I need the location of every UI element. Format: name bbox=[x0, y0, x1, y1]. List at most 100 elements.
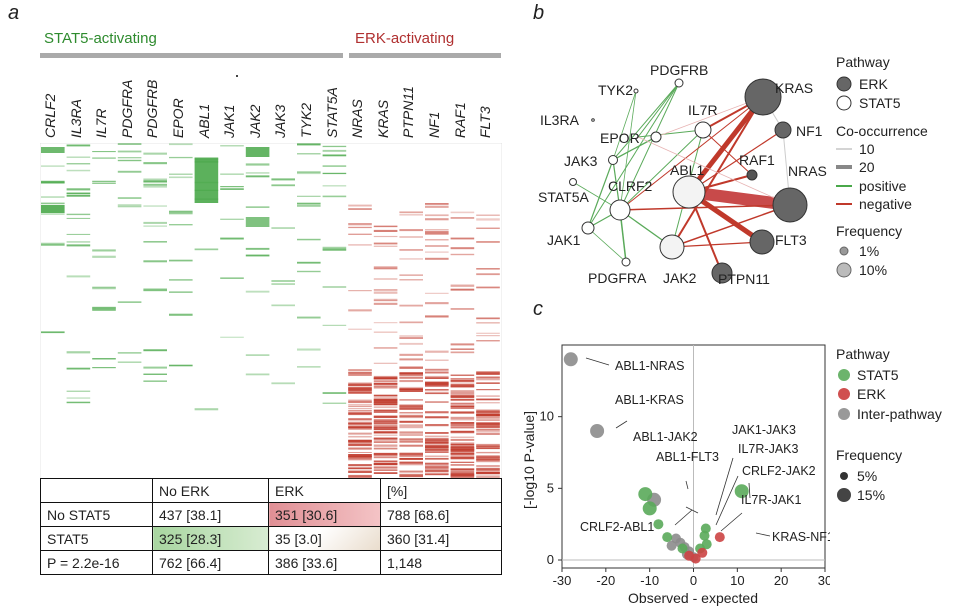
heatmap-mark bbox=[476, 471, 500, 474]
heatmap-mark bbox=[373, 387, 398, 389]
node-raf1 bbox=[746, 169, 758, 181]
heatmap-mark bbox=[476, 317, 500, 320]
heatmap-mark bbox=[194, 157, 219, 160]
heatmap-mark bbox=[476, 389, 500, 391]
node-label: PDGFRB bbox=[650, 62, 708, 78]
heatmap-mark bbox=[348, 401, 372, 404]
heatmap-mark bbox=[425, 435, 449, 437]
heatmap-mark bbox=[425, 392, 449, 395]
heatmap-mark bbox=[66, 244, 91, 247]
heatmap-mark bbox=[450, 449, 475, 452]
heatmap-mark bbox=[476, 465, 500, 468]
heatmap-mark bbox=[297, 172, 321, 175]
heatmap-mark bbox=[117, 170, 142, 173]
heatmap-mark bbox=[143, 152, 167, 155]
heatmap-mark bbox=[41, 331, 65, 334]
heatmap-mark bbox=[425, 229, 449, 231]
heatmap-mark bbox=[450, 288, 475, 291]
heatmap-mark bbox=[322, 392, 347, 394]
node-il7r bbox=[694, 121, 712, 139]
stray-dot bbox=[236, 75, 238, 77]
heatmap-mark bbox=[220, 277, 244, 279]
heatmap-mark bbox=[399, 376, 423, 379]
gene-label-pdgfrb: PDGFRB bbox=[144, 79, 161, 138]
heatmap-mark bbox=[425, 448, 449, 451]
heatmap-mark bbox=[476, 468, 500, 469]
heatmap-mark bbox=[425, 377, 449, 379]
heatmap-mark bbox=[348, 382, 372, 384]
heatmap-mark bbox=[425, 368, 449, 371]
heatmap-mark bbox=[348, 433, 372, 435]
table-cell: 351 [30.6] bbox=[268, 502, 381, 527]
heatmap-mark bbox=[476, 378, 500, 381]
heatmap-mark bbox=[399, 279, 423, 281]
heatmap-mark bbox=[143, 260, 167, 263]
data-point-stat5 bbox=[642, 501, 657, 516]
heatmap-mark bbox=[476, 428, 500, 431]
heatmap-mark bbox=[450, 452, 475, 455]
heatmap-mark bbox=[425, 350, 449, 353]
heatmap-mark bbox=[41, 205, 65, 213]
legend-item: ERK bbox=[857, 386, 886, 402]
heatmap-mark bbox=[169, 176, 193, 179]
heatmap-mark bbox=[399, 454, 423, 457]
table-cell: 788 [68.6] bbox=[380, 502, 502, 527]
heatmap-mark bbox=[373, 411, 398, 413]
heatmap-mark bbox=[399, 426, 423, 429]
heatmap-mark bbox=[143, 349, 167, 352]
heatmap-mark bbox=[348, 425, 372, 428]
heatmap-mark bbox=[425, 432, 449, 434]
heatmap-mark bbox=[348, 401, 372, 403]
heatmap-mark bbox=[450, 385, 475, 388]
heatmap-mark bbox=[399, 407, 423, 410]
legend-freq-small bbox=[839, 246, 849, 256]
heatmap-mark bbox=[399, 452, 423, 455]
node-label: IL3RA bbox=[540, 112, 580, 128]
heatmap-mark bbox=[450, 378, 475, 380]
heatmap-mark bbox=[476, 402, 500, 404]
heatmap-mark bbox=[425, 416, 449, 419]
heatmap-mark bbox=[348, 440, 372, 443]
heatmap-mark bbox=[425, 292, 449, 294]
heatmap-mark bbox=[450, 402, 475, 405]
heatmap-mark bbox=[297, 153, 321, 155]
node-abl1 bbox=[672, 175, 706, 209]
heatmap-mark bbox=[348, 233, 372, 235]
heatmap-mark bbox=[143, 241, 167, 243]
heatmap-mark bbox=[348, 467, 372, 470]
heatmap-mark bbox=[297, 195, 321, 197]
node-jak1 bbox=[581, 221, 595, 235]
heatmap-mark bbox=[143, 380, 167, 382]
heatmap-mark bbox=[399, 353, 423, 356]
y-axis-label: [-log10 P-value] bbox=[521, 411, 537, 509]
heatmap-mark bbox=[373, 398, 398, 400]
heatmap-mark bbox=[399, 415, 423, 417]
heatmap-mark bbox=[92, 249, 116, 252]
legend-freq-small bbox=[840, 472, 848, 480]
heatmap-mark bbox=[476, 455, 500, 457]
heatmap-mark bbox=[425, 439, 449, 442]
legend-title: Frequency bbox=[836, 447, 902, 463]
heatmap-mark bbox=[425, 440, 449, 443]
heatmap-mark bbox=[348, 456, 372, 459]
heatmap-mark bbox=[476, 416, 500, 419]
heatmap-mark bbox=[348, 410, 372, 412]
node-label: TYK2 bbox=[598, 82, 633, 98]
heatmap-mark bbox=[373, 268, 398, 270]
heatmap-mark bbox=[92, 288, 116, 290]
heatmap-mark bbox=[373, 386, 398, 388]
heatmap-mark bbox=[450, 468, 475, 470]
heatmap-mark bbox=[399, 431, 423, 434]
legend-title: Pathway bbox=[836, 54, 890, 70]
heatmap-mark bbox=[271, 283, 295, 285]
heatmap-mark bbox=[450, 474, 475, 477]
legend-item: 15% bbox=[857, 487, 885, 503]
network-edges bbox=[572, 82, 791, 274]
heatmap-mark bbox=[348, 328, 372, 330]
heatmap-mark bbox=[348, 391, 372, 394]
heatmap-mark bbox=[348, 452, 372, 453]
x-tick-label: 10 bbox=[730, 573, 744, 588]
heatmap-mark bbox=[450, 445, 475, 448]
heatmap-mark bbox=[399, 236, 423, 238]
heatmap-mark bbox=[399, 415, 423, 417]
